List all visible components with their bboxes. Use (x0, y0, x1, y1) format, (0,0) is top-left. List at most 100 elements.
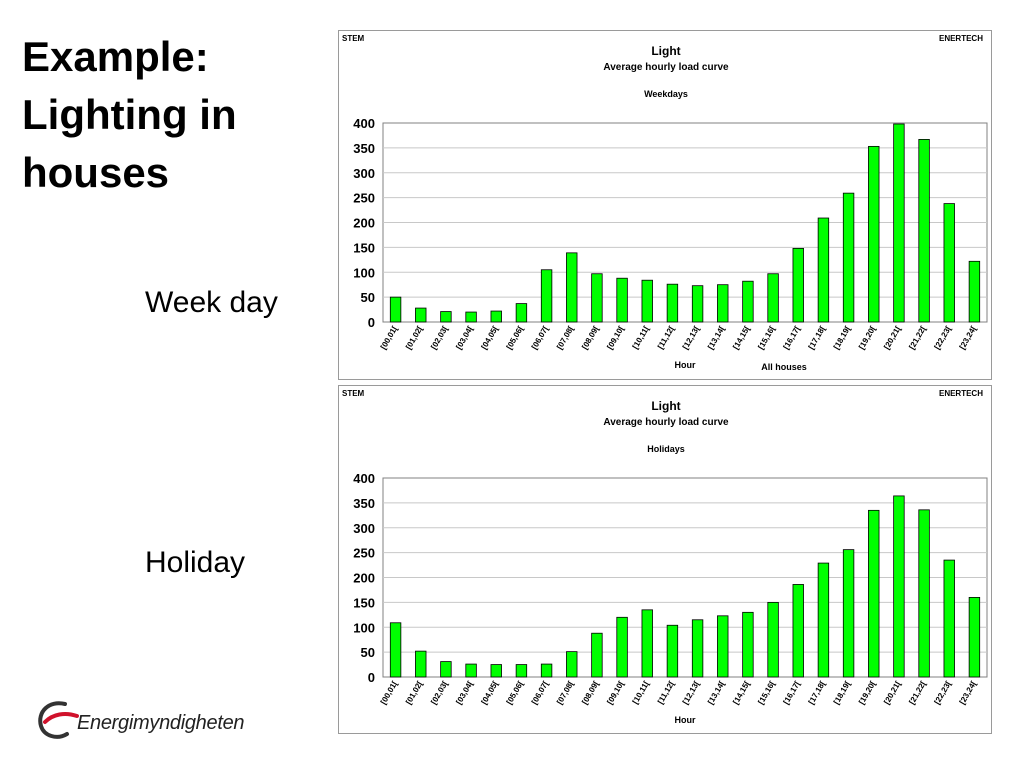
x-tick-label: [12,13[ (681, 679, 702, 706)
x-tick-label: [13,14[ (706, 324, 727, 351)
x-tick-label: [20,21[ (882, 679, 903, 706)
bar (691, 619, 704, 678)
logo-mark-icon (38, 701, 79, 739)
energimyndigheten-logo: Energimyndigheten (35, 698, 255, 744)
y-tick-label: 300 (353, 521, 375, 536)
x-tick-label: [11,12[ (656, 679, 676, 705)
x-tick-label: [19,20[ (857, 324, 878, 351)
bar (465, 663, 477, 678)
bar (616, 616, 628, 678)
y-tick-label: 350 (353, 141, 375, 156)
x-tick-label: [01,02[ (404, 324, 425, 351)
chart-corner-right: ENERTECH (938, 389, 983, 398)
bar (918, 139, 930, 323)
chart-footnote: All houses (761, 362, 807, 372)
x-axis-label: Hour (675, 715, 696, 725)
y-tick-label: 400 (353, 471, 375, 486)
y-tick-label: 100 (353, 265, 375, 280)
x-tick-label: [04,05[ (480, 679, 501, 706)
bar (440, 311, 452, 323)
x-tick-label: [16,17[ (782, 679, 803, 706)
y-tick-label: 400 (353, 116, 375, 131)
x-tick-label: [05,06[ (505, 679, 526, 706)
y-tick-label: 50 (361, 645, 375, 660)
y-tick-label: 250 (353, 191, 375, 206)
slide-title-line-1: Example: (22, 33, 209, 80)
x-tick-label: [00,01[ (379, 324, 400, 351)
bar (440, 661, 452, 678)
chart-period: Holidays (647, 444, 685, 454)
bar (792, 584, 804, 678)
x-tick-label: [15,16[ (756, 324, 777, 351)
bar (616, 277, 628, 323)
bar (792, 247, 804, 323)
x-tick-label: [09,10[ (605, 679, 626, 706)
y-tick-label: 300 (353, 166, 375, 181)
x-tick-label: [17,18[ (807, 679, 828, 706)
x-tick-label: [22,23[ (933, 679, 954, 706)
x-tick-label: [14,15[ (731, 679, 752, 706)
bar (591, 273, 603, 323)
weekday-chart: Light Average hourly load curve Weekdays 0 5… (353, 44, 988, 372)
bar (767, 601, 779, 678)
y-tick-label: 200 (353, 571, 375, 586)
x-axis-label: Hour (675, 360, 696, 370)
chart-corner-left: STEM (342, 389, 365, 398)
x-tick-label: [03,04[ (454, 679, 475, 706)
x-tick-label: [00,01[ (379, 679, 400, 706)
x-tick-label: [21,22[ (907, 679, 928, 706)
bar (389, 622, 402, 678)
bar (666, 283, 679, 323)
x-tick-label: [23,24[ (958, 679, 979, 706)
bar (918, 509, 930, 678)
x-tick-label: [22,23[ (933, 324, 954, 351)
bar (717, 284, 729, 323)
bar (515, 664, 528, 678)
x-tick-label: [13,14[ (706, 679, 727, 706)
bar (515, 303, 528, 323)
x-tick-label: [18,19[ (832, 679, 853, 706)
x-tick-label: [07,08[ (555, 324, 576, 351)
x-tick-label: [08,09[ (580, 324, 601, 351)
bar (415, 650, 427, 678)
bar (742, 280, 754, 323)
bar (566, 651, 578, 678)
x-tick-label: [06,07[ (530, 324, 551, 351)
x-tick-label: [02,03[ (429, 324, 450, 351)
bar (540, 269, 553, 323)
week-day-label: Week day (145, 286, 278, 319)
chart-title: Light (651, 399, 680, 413)
logo-text: Energimyndigheten (77, 712, 245, 734)
x-tick-label: [10,11[ (631, 679, 651, 705)
slide-title-line-3: houses (22, 149, 170, 196)
y-tick-label: 0 (368, 670, 375, 685)
x-tick-label: [07,08[ (555, 679, 576, 706)
x-tick-label: [20,21[ (882, 324, 903, 351)
bar (641, 279, 653, 323)
x-tick-label: [08,09[ (580, 679, 601, 706)
x-tick-label: [06,07[ (530, 679, 551, 706)
chart-corner-right: ENERTECH (938, 34, 983, 43)
y-tick-label: 150 (353, 595, 375, 610)
y-tick-label: 350 (353, 496, 375, 511)
holiday-chart: Light Average hourly load curve Holidays 0 5… (353, 399, 988, 725)
chart-title: Light (651, 44, 680, 58)
holiday-chart-panel: STEM ENERTECH Light Average hourly load c… (338, 385, 992, 734)
x-tick-label: [23,24[ (958, 324, 979, 351)
weekday-chart-panel: STEM ENERTECH Light Average hourly load c… (338, 30, 992, 380)
x-tick-label: [21,22[ (907, 324, 928, 351)
bar (943, 559, 955, 678)
x-tick-label: [17,18[ (807, 324, 828, 351)
x-tick-label: [14,15[ (731, 324, 752, 351)
bar (842, 549, 855, 678)
chart-period: Weekdays (644, 89, 688, 99)
bar (893, 123, 905, 323)
bar (868, 145, 880, 323)
bar (641, 609, 653, 678)
x-tick-label: [05,06[ (505, 324, 526, 351)
slide-title-line-2: Lighting in (22, 91, 237, 138)
x-tick-label: [10,11[ (631, 324, 651, 350)
bar (817, 217, 830, 323)
bar (742, 611, 754, 678)
chart-corner-left: STEM (342, 34, 365, 43)
